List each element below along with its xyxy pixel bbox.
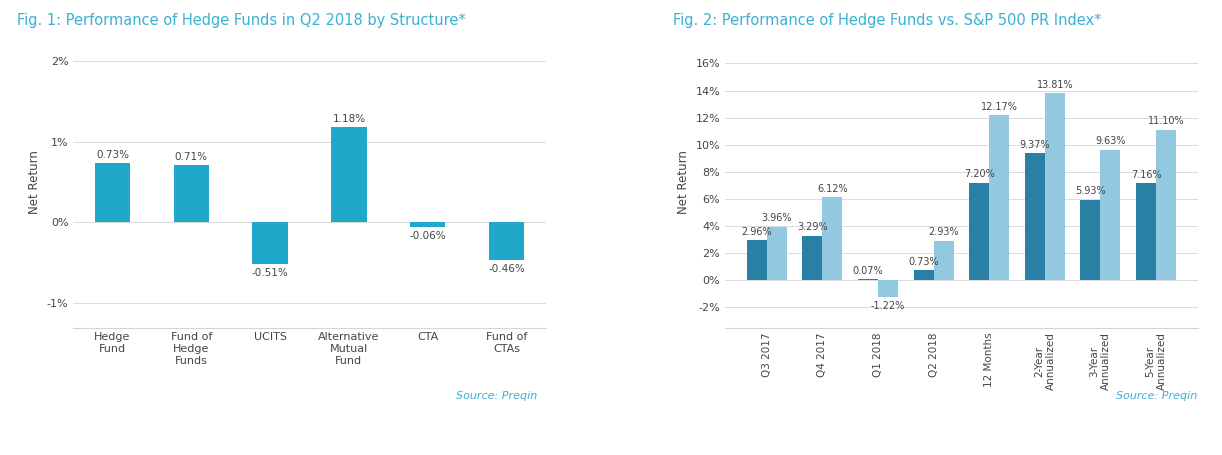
Text: 7.16%: 7.16% (1130, 170, 1161, 180)
Bar (858, 279, 877, 280)
Bar (253, 222, 288, 264)
Text: -0.46%: -0.46% (488, 264, 525, 274)
Bar (803, 236, 822, 280)
Text: Fig. 2: Performance of Hedge Funds vs. S&P 500 PR Index*: Fig. 2: Performance of Hedge Funds vs. S… (673, 13, 1102, 28)
Bar (1080, 200, 1101, 280)
Text: 11.10%: 11.10% (1147, 116, 1184, 126)
Bar (331, 127, 367, 222)
Text: Source: Preqin: Source: Preqin (457, 391, 538, 401)
Bar (174, 165, 209, 222)
Text: 0.07%: 0.07% (853, 266, 884, 276)
Bar (766, 227, 787, 280)
Bar (409, 222, 446, 228)
Text: Source: Preqin: Source: Preqin (1117, 391, 1198, 401)
Text: 2.93%: 2.93% (929, 227, 959, 237)
Bar (489, 222, 524, 260)
Text: -1.22%: -1.22% (871, 302, 906, 312)
Text: 3.96%: 3.96% (761, 213, 792, 223)
Text: 0.73%: 0.73% (908, 257, 938, 267)
Bar (877, 280, 898, 297)
Text: 0.73%: 0.73% (97, 150, 130, 160)
Y-axis label: Net Return: Net Return (677, 150, 690, 214)
Text: 13.81%: 13.81% (1036, 80, 1073, 90)
Text: -0.51%: -0.51% (252, 268, 288, 278)
Bar (934, 241, 953, 280)
Text: 9.63%: 9.63% (1095, 136, 1125, 147)
Text: 6.12%: 6.12% (818, 184, 848, 194)
Text: 0.71%: 0.71% (175, 152, 208, 162)
Y-axis label: Net Return: Net Return (28, 150, 42, 214)
Bar (1156, 130, 1176, 280)
Text: 12.17%: 12.17% (981, 102, 1018, 112)
Bar (1025, 153, 1045, 280)
Text: 9.37%: 9.37% (1019, 140, 1050, 150)
Text: 2.96%: 2.96% (742, 227, 772, 237)
Bar (914, 270, 934, 280)
Bar (95, 163, 131, 222)
Bar (822, 197, 842, 280)
Bar (1101, 150, 1121, 280)
Text: Fig. 1: Performance of Hedge Funds in Q2 2018 by Structure*: Fig. 1: Performance of Hedge Funds in Q2… (17, 13, 466, 28)
Bar (969, 182, 989, 280)
Bar (989, 116, 1009, 280)
Text: 1.18%: 1.18% (332, 114, 365, 124)
Text: 7.20%: 7.20% (964, 169, 995, 179)
Bar (1045, 93, 1064, 280)
Text: 3.29%: 3.29% (797, 222, 827, 232)
Text: -0.06%: -0.06% (409, 231, 446, 241)
Text: 5.93%: 5.93% (1075, 187, 1106, 197)
Bar (1136, 183, 1156, 280)
Bar (747, 240, 766, 280)
